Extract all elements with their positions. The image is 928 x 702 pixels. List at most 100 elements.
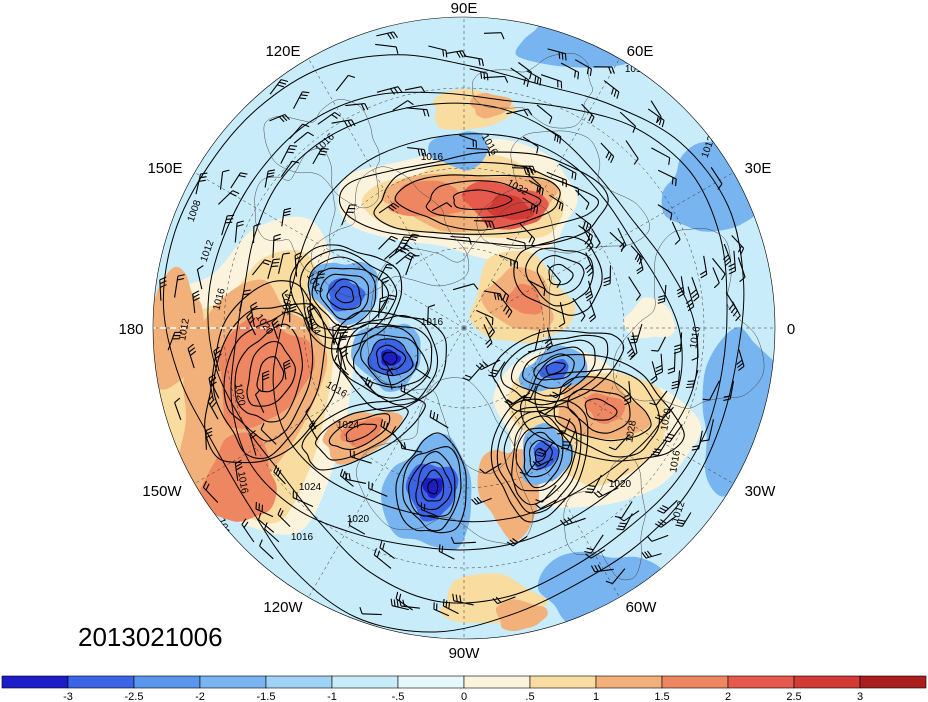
wind-barb	[379, 540, 395, 560]
wind-barb	[725, 292, 738, 317]
wind-barb	[737, 257, 746, 283]
wind-barbs	[159, 31, 746, 617]
colorbar-swatch	[199, 675, 267, 689]
isobar-line	[511, 415, 573, 492]
isobar-value-label: 1024	[337, 420, 360, 431]
wind-barb	[264, 169, 276, 188]
isobar-value-label: 1012	[625, 64, 648, 75]
wind-barb	[650, 100, 662, 123]
wind-barb	[204, 427, 213, 450]
wind-barb	[431, 202, 453, 212]
colorbar-swatch	[397, 675, 465, 689]
wind-barb	[712, 258, 726, 281]
wind-barb	[572, 297, 586, 322]
wind-barb	[386, 367, 394, 390]
wind-barb	[192, 290, 200, 314]
wind-barb	[280, 144, 298, 164]
wind-barb	[483, 32, 505, 40]
colorbar-tick-label: -.5	[392, 691, 405, 702]
wind-barb	[375, 43, 399, 54]
wind-barb	[591, 228, 601, 249]
wind-barb	[712, 267, 720, 289]
wind-barb	[219, 169, 230, 190]
wind-barb	[476, 309, 494, 325]
isobar-line	[584, 398, 618, 421]
wind-barb	[671, 221, 681, 245]
wind-barb	[690, 277, 700, 302]
wind-barb	[584, 534, 604, 554]
wind-barb	[575, 213, 592, 232]
wind-barb	[187, 343, 197, 369]
isobar-line	[272, 133, 683, 523]
wind-barb	[649, 390, 668, 406]
isobar-line	[289, 244, 403, 350]
wind-barb	[174, 274, 185, 298]
anomaly-region	[470, 92, 512, 119]
wind-barb	[582, 226, 594, 252]
anomaly-region	[486, 194, 535, 220]
wind-barb	[428, 45, 448, 58]
coastline	[310, 166, 470, 298]
wind-barb	[671, 370, 681, 390]
isobar-line	[533, 353, 575, 381]
wind-barb	[488, 361, 506, 378]
colorbar-swatch	[331, 675, 399, 689]
wind-barb	[522, 385, 537, 401]
isobar-value-label: 1016	[421, 152, 444, 163]
wind-barb	[377, 263, 394, 281]
wind-barb	[345, 103, 369, 111]
isobar-line	[425, 180, 542, 219]
wind-barb	[381, 276, 389, 299]
colorbar-tick-label: -2.5	[125, 691, 144, 702]
wind-barb	[390, 598, 409, 611]
isobar-line	[234, 323, 303, 423]
wind-barb	[333, 325, 347, 345]
latitude-circle	[223, 87, 705, 569]
lon-label-120e: 120E	[265, 43, 300, 60]
isobar-line	[496, 405, 582, 514]
isobar-line	[553, 376, 652, 442]
colorbar-swatch	[595, 675, 663, 689]
wind-barb	[469, 68, 489, 81]
wind-barb	[667, 351, 676, 375]
wind-barb	[549, 194, 564, 212]
wind-barb	[607, 468, 629, 483]
wind-barb	[269, 79, 289, 95]
wind-barb	[585, 549, 606, 559]
wind-barb	[380, 419, 396, 437]
meridian-line	[194, 327, 465, 484]
isobar-line	[334, 285, 355, 304]
anomaly-region	[327, 278, 366, 312]
wind-barb	[588, 300, 597, 323]
wind-barb	[691, 430, 703, 451]
wind-barb	[574, 59, 592, 76]
isobar-line	[500, 334, 609, 406]
wind-barb	[575, 189, 590, 210]
isobar-value-label: 1020	[659, 407, 674, 431]
lon-label-150e: 150E	[147, 160, 182, 177]
wind-barb	[471, 496, 492, 505]
isobar-line	[536, 255, 585, 296]
colorbar-swatch	[859, 675, 927, 689]
lon-label-180: 180	[118, 321, 143, 338]
meridian-line	[308, 58, 465, 329]
wind-barb	[522, 136, 539, 154]
isobar-line	[427, 478, 439, 495]
wind-barb	[616, 513, 633, 531]
wind-barb	[339, 345, 349, 371]
wind-barb	[306, 303, 315, 330]
wind-barb	[512, 167, 534, 176]
wind-barb	[293, 131, 314, 144]
wind-barb	[420, 502, 440, 518]
wind-barb	[657, 284, 667, 304]
lon-label-0: 0	[787, 321, 795, 338]
wind-barb	[538, 404, 559, 415]
wind-barb	[267, 258, 281, 279]
wind-barb	[234, 459, 243, 481]
wind-barb	[332, 323, 340, 344]
wind-barb	[450, 536, 476, 544]
wind-barb	[483, 324, 493, 348]
wind-barb	[655, 353, 664, 376]
colorbar-tick-label: .5	[525, 691, 534, 702]
isobar-value-label: 1028	[624, 419, 639, 443]
